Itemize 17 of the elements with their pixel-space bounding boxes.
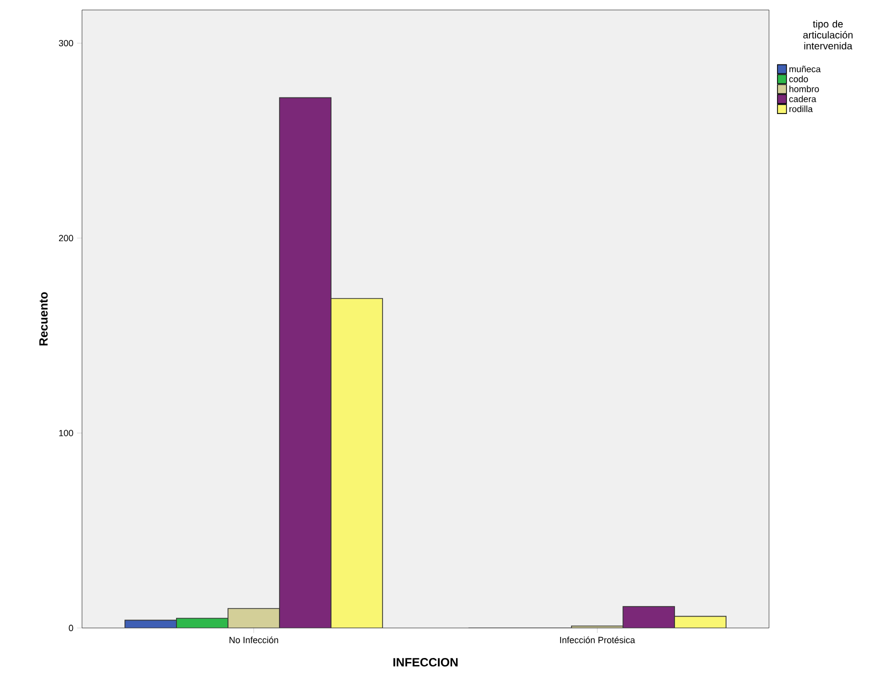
bar [176,618,228,628]
x-tick-label: Infección Protésica [560,636,636,644]
legend-label: rodilla [789,106,813,112]
y-axis-title: Recuento [39,292,48,346]
y-tick-label: 300 [58,40,74,46]
x-axis-title: INFECCION [393,658,458,666]
legend-label: hombro [789,86,819,92]
legend-title: tipo de articulación intervenida [803,20,853,50]
legend-label: muñeca [789,66,821,72]
y-tick-label: 200 [58,234,74,242]
y-tick-label: 0 [68,624,74,632]
bar [674,616,726,628]
legend-label: cadera [789,96,816,102]
x-tick-label: No Infección [230,636,278,644]
bar [330,298,383,628]
legend-label: codo [789,76,808,82]
y-tick-label: 100 [59,430,74,436]
